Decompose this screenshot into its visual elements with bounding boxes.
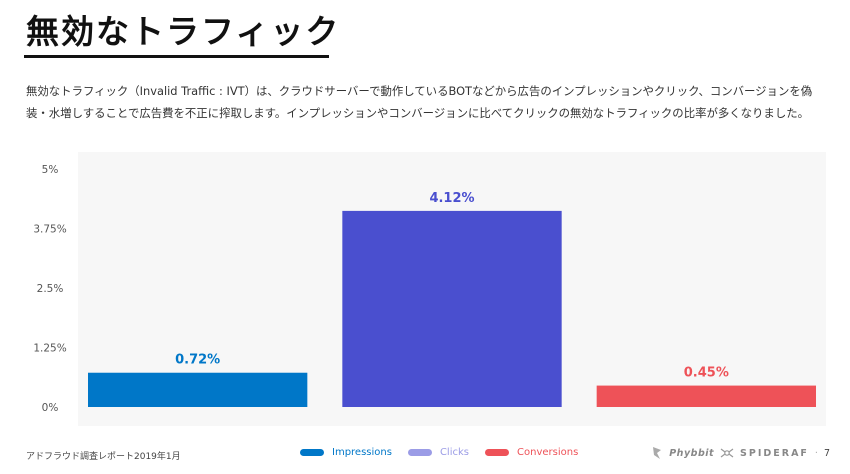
chart-legend: Impressions Clicks Conversions bbox=[300, 447, 578, 458]
y-tick-label: 3.75% bbox=[33, 224, 66, 236]
report-label: アドフラウド調査レポート2019年1月 bbox=[26, 449, 181, 462]
page-number: 7 bbox=[824, 448, 830, 459]
ivt-bar-chart: 0% 1.25% 2.5% 3.75% 5% 0.72% 4.12% 0.45% bbox=[26, 152, 826, 426]
legend-item-clicks: Clicks bbox=[408, 447, 469, 458]
y-tick-label: 0% bbox=[42, 402, 59, 414]
page-title: 無効なトラフィック bbox=[26, 10, 340, 54]
description-text: 無効なトラフィック（Invalid Traffic : IVT）は、クラウドサー… bbox=[26, 80, 826, 124]
data-label-clicks: 4.12% bbox=[429, 191, 474, 206]
phybbit-logo-text: Phybbit bbox=[669, 448, 714, 459]
legend-swatch-conversions bbox=[485, 449, 509, 456]
data-label-impressions: 0.72% bbox=[175, 353, 220, 368]
bar-conversions bbox=[597, 386, 816, 407]
spideraf-logo-icon bbox=[720, 447, 734, 459]
legend-item-conversions: Conversions bbox=[485, 447, 578, 458]
legend-swatch-impressions bbox=[300, 449, 324, 456]
legend-swatch-clicks bbox=[408, 449, 432, 456]
phybbit-logo-icon bbox=[651, 446, 663, 460]
y-tick-label: 1.25% bbox=[33, 343, 66, 355]
footer-logos: Phybbit SPIDERAF · 7 bbox=[651, 446, 830, 460]
footer-separator: · bbox=[815, 448, 818, 459]
legend-item-impressions: Impressions bbox=[300, 447, 392, 458]
y-tick-label: 2.5% bbox=[37, 283, 64, 295]
legend-label-impressions: Impressions bbox=[332, 447, 392, 458]
data-label-conversions: 0.45% bbox=[684, 366, 729, 381]
title-underline bbox=[24, 55, 329, 58]
spideraf-logo-text: SPIDERAF bbox=[740, 448, 809, 459]
legend-label-clicks: Clicks bbox=[440, 447, 469, 458]
bar-impressions bbox=[88, 373, 307, 407]
legend-label-conversions: Conversions bbox=[517, 447, 578, 458]
y-tick-label: 5% bbox=[42, 164, 59, 176]
chart-svg: 0% 1.25% 2.5% 3.75% 5% 0.72% 4.12% 0.45% bbox=[26, 152, 826, 426]
bar-clicks bbox=[342, 211, 561, 407]
